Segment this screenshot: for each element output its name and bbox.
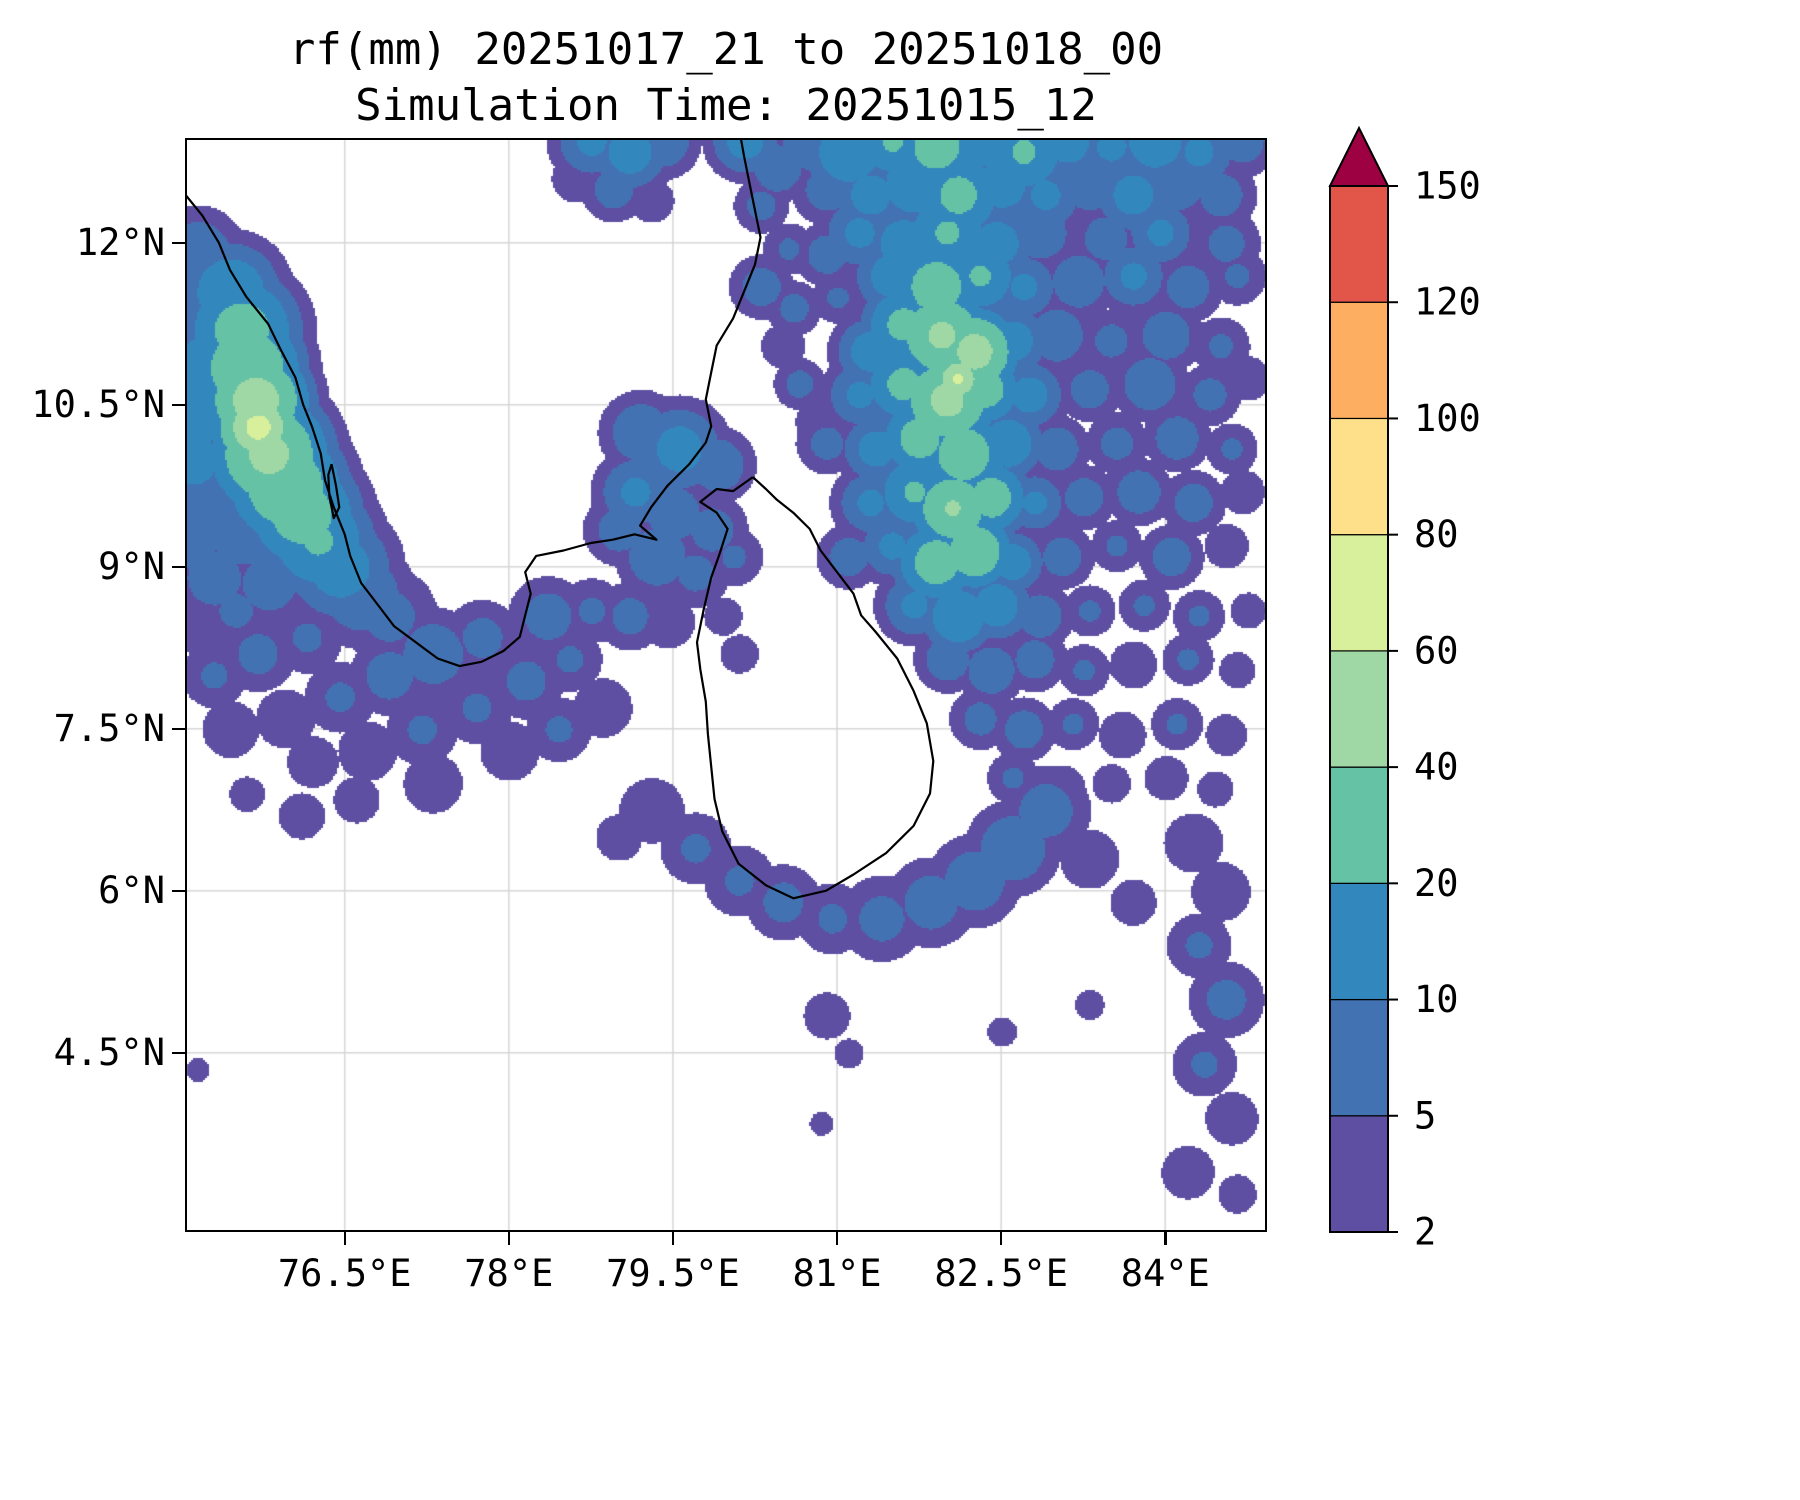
colorbar-band bbox=[1329, 534, 1389, 652]
x-tick-mark bbox=[1164, 1232, 1167, 1245]
colorbar-band bbox=[1329, 882, 1389, 1001]
y-tick-mark bbox=[172, 1051, 185, 1055]
colorbar-over-arrow bbox=[1328, 125, 1390, 187]
chart-title: rf(mm) 20251017_21 to 20251018_00 bbox=[288, 24, 1164, 75]
y-tick-mark bbox=[172, 241, 185, 245]
colorbar-tick-label: 150 bbox=[1414, 165, 1481, 208]
y-tick-mark bbox=[172, 403, 185, 407]
colorbar-band bbox=[1329, 998, 1389, 1117]
colorbar-band bbox=[1329, 417, 1389, 536]
map-plot-area bbox=[185, 138, 1267, 1232]
x-tick-mark bbox=[343, 1232, 347, 1245]
x-tick-label: 79.5°E bbox=[606, 1252, 740, 1295]
colorbar-tick-label: 10 bbox=[1414, 978, 1459, 1021]
india-coastline bbox=[185, 138, 762, 668]
y-tick-label: 9°N bbox=[98, 544, 165, 588]
colorbar-tick-label: 20 bbox=[1414, 862, 1459, 905]
x-tick-label: 78°E bbox=[464, 1252, 554, 1295]
colorbar: 2 5 10 20 40 60 80 100 120 150 bbox=[1328, 125, 1481, 1254]
colorbar-tick-label: 100 bbox=[1414, 397, 1481, 440]
colorbar-tick-label: 2 bbox=[1414, 1211, 1436, 1254]
colorbar-tick-label: 40 bbox=[1414, 746, 1459, 789]
y-tick-label: 6°N bbox=[98, 868, 165, 912]
x-tick-mark bbox=[835, 1232, 839, 1245]
y-tick-mark bbox=[172, 727, 185, 731]
y-tick-label: 10.5°N bbox=[31, 382, 165, 426]
colorbar-tick-label: 5 bbox=[1414, 1094, 1436, 1137]
colorbar-tick-label: 120 bbox=[1414, 281, 1481, 324]
colorbar-tick-label: 80 bbox=[1414, 513, 1459, 556]
colorbar-band bbox=[1329, 1115, 1389, 1233]
x-tick-label: 84°E bbox=[1120, 1252, 1210, 1295]
chart-subtitle: Simulation Time: 20251015_12 bbox=[355, 80, 1097, 131]
rainfall-field-canvas bbox=[185, 138, 1267, 1232]
colorbar-band bbox=[1329, 766, 1389, 884]
x-tick-label: 81°E bbox=[792, 1252, 882, 1295]
colorbar-band bbox=[1329, 185, 1389, 303]
coastline-overlay bbox=[185, 138, 935, 900]
y-tick-label: 7.5°N bbox=[53, 706, 165, 750]
y-tick-mark bbox=[172, 565, 185, 569]
y-tick-label: 12°N bbox=[75, 220, 165, 264]
colorbar-frame bbox=[1329, 185, 1389, 1233]
x-tick-label: 82.5°E bbox=[934, 1252, 1068, 1295]
colorbar-band bbox=[1329, 301, 1389, 420]
colorbar-tick-label: 60 bbox=[1414, 629, 1459, 672]
y-tick-label: 4.5°N bbox=[53, 1030, 165, 1074]
x-tick-mark bbox=[671, 1232, 675, 1245]
colorbar-band bbox=[1329, 650, 1389, 768]
x-tick-mark bbox=[999, 1232, 1003, 1245]
sri-lanka-coastline bbox=[695, 476, 935, 900]
x-tick-mark bbox=[507, 1232, 511, 1245]
x-tick-label: 76.5°E bbox=[277, 1252, 412, 1295]
y-tick-mark bbox=[172, 889, 185, 893]
lake-outline bbox=[327, 463, 341, 520]
